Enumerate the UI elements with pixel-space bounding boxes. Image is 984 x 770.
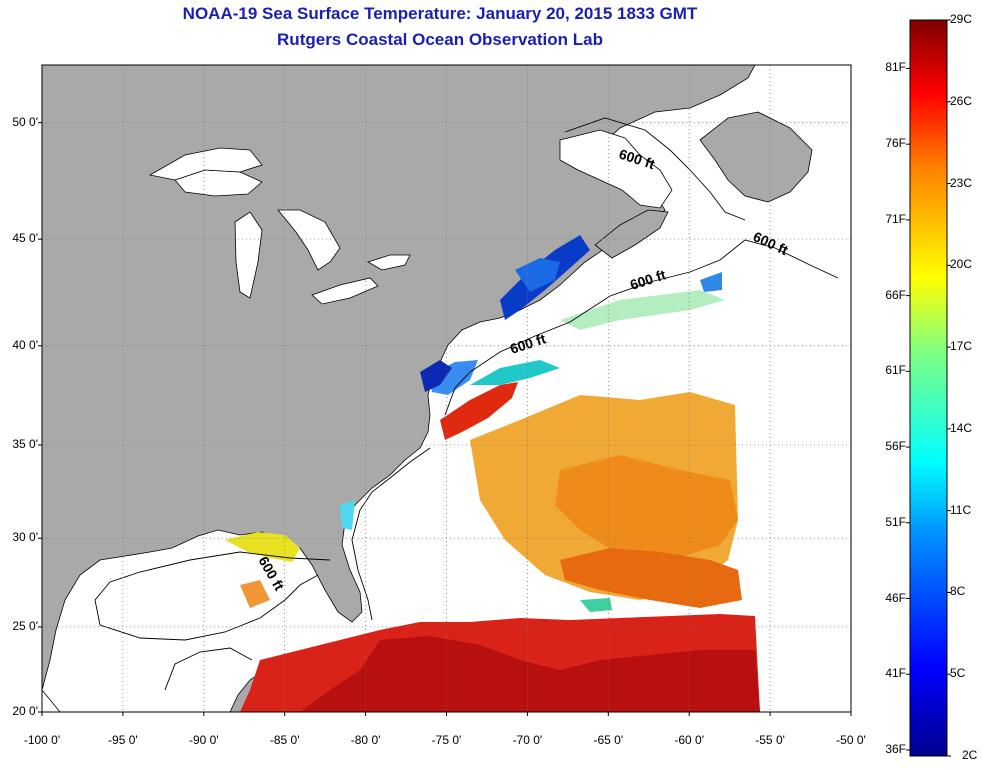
colorbar-fahrenheit-label: 66F [885, 287, 906, 302]
colorbar-fahrenheit-label: 41F [885, 666, 906, 681]
longitude-label: -50 0' [836, 733, 866, 747]
colorbar-celsius-label: 14C [950, 420, 973, 435]
colorbar [909, 19, 948, 757]
colorbar-celsius-label: 26C [950, 93, 973, 108]
colorbar-celsius-label: 5C [950, 666, 966, 681]
sst-field [225, 235, 760, 712]
colorbar-celsius-label: 11C [950, 502, 972, 517]
colorbar-celsius-label: 2C [962, 748, 978, 762]
map-subtitle: Rutgers Coastal Ocean Observation Lab [277, 30, 603, 49]
longitude-label: -55 0' [755, 733, 785, 747]
longitude-label: -85 0' [269, 733, 300, 747]
colorbar-celsius-label: 20C [950, 257, 973, 272]
latitude-label: 20 0' [12, 704, 38, 718]
longitude-label: -65 0' [593, 733, 624, 747]
longitude-label: -70 0' [512, 733, 543, 747]
land-nova-scotia [594, 209, 669, 259]
longitude-label: -60 0' [674, 733, 705, 747]
colorbar-fahrenheit-label: 51F [885, 514, 906, 529]
colorbar-celsius-label: 8C [950, 584, 966, 599]
graticule [42, 65, 851, 712]
longitude-label: -90 0' [188, 733, 219, 747]
colorbar-celsius-label: 23C [950, 175, 973, 190]
map-title: NOAA-19 Sea Surface Temperature: January… [182, 4, 698, 23]
colorbar-fahrenheit-label: 76F [885, 136, 906, 151]
hudson-bay [148, 147, 263, 181]
latitude-label: 35 0' [12, 436, 38, 451]
colorbar-fahrenheit-label: 56F [885, 439, 906, 454]
land-newfoundland [699, 111, 813, 203]
gulf-st-lawrence [559, 129, 673, 209]
longitude-label: -95 0' [108, 733, 138, 747]
latitude-label: 40 0' [12, 337, 38, 352]
longitude-label: -100 0' [23, 733, 61, 747]
colorbar-ticks [906, 19, 951, 757]
colorbar-fahrenheit-label: 46F [885, 590, 906, 605]
colorbar-fahrenheit-label: 71F [885, 211, 906, 226]
longitude-label: -75 0' [431, 733, 462, 747]
latitude-label: 45 0' [12, 231, 38, 246]
latitude-label: 50 0' [12, 114, 38, 129]
colorbar-fahrenheit-label: 36F [885, 741, 906, 756]
colorbar-celsius-label: 17C [950, 339, 973, 354]
isobath-contours [94, 117, 839, 691]
longitude-label: -80 0' [350, 733, 381, 747]
axis-ticks [38, 122, 852, 716]
colorbar-fahrenheit-label: 61F [885, 363, 906, 378]
colorbar-fahrenheit-label: 81F [885, 60, 906, 75]
latitude-label: 25 0' [12, 618, 38, 633]
latitude-label: 30 0' [12, 530, 38, 545]
colorbar-celsius-label: 29C [950, 12, 973, 26]
great-lakes [174, 169, 411, 305]
